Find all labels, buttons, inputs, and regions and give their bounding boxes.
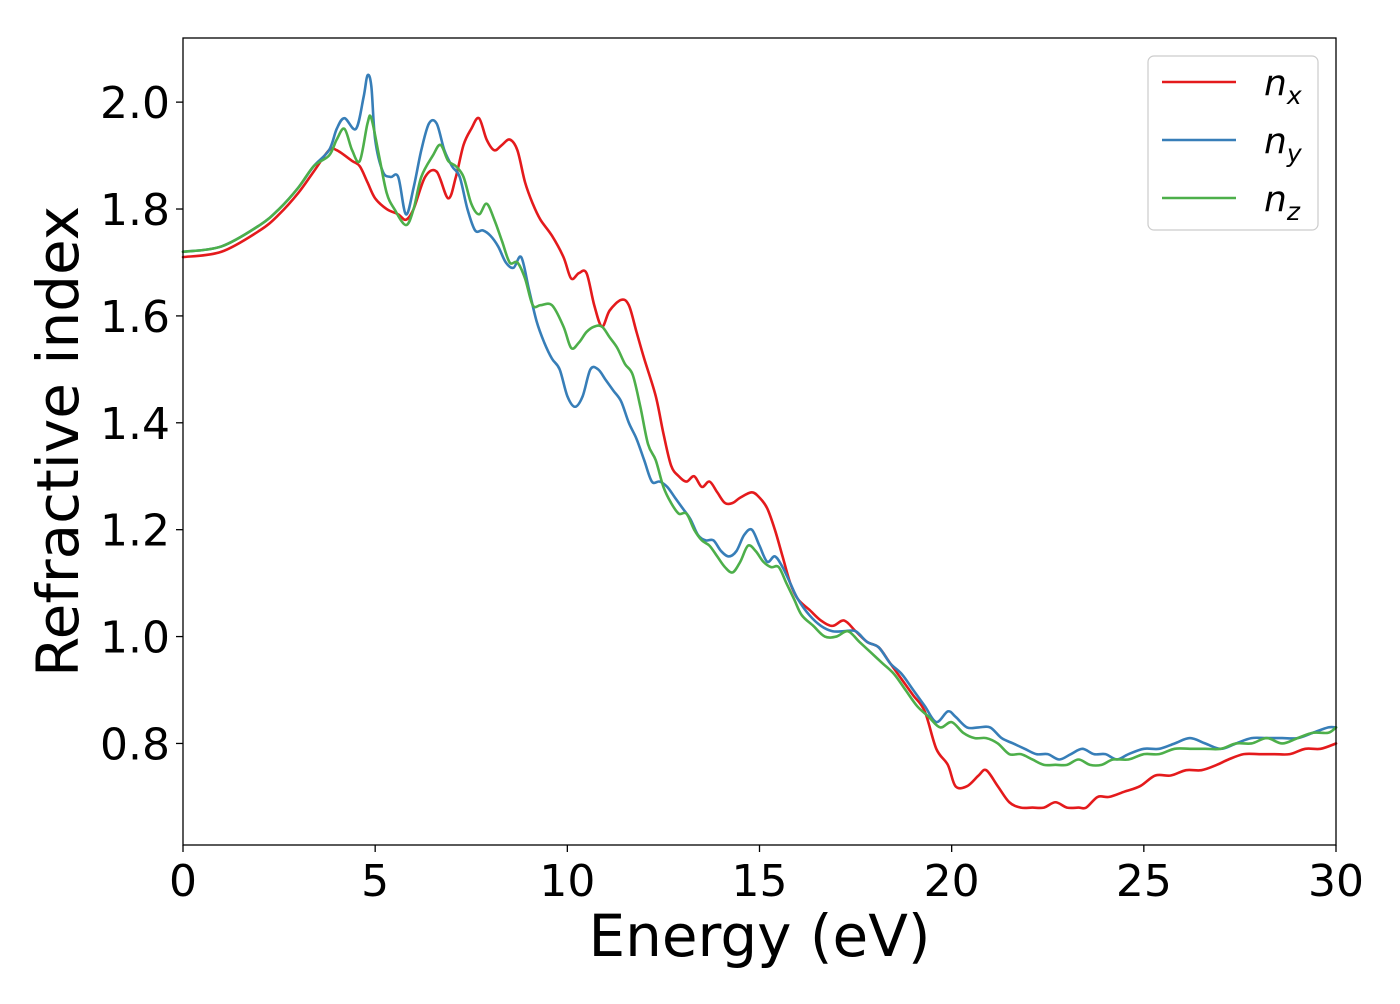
legend-label-subscript: z [1286,197,1301,226]
x-tick-label: 10 [539,856,595,907]
series-lines [181,73,1338,810]
x-tick-label: 20 [924,856,980,907]
y-tick-label: 1.8 [100,185,170,236]
series-line-nz [181,114,1338,767]
legend-label-base: n [1264,179,1287,220]
y-tick-label: 1.4 [100,399,170,450]
x-tick-label: 25 [1116,856,1172,907]
x-tick-label: 30 [1308,856,1364,907]
x-tick-label: 0 [169,856,197,907]
legend-label-subscript: y [1286,139,1303,168]
x-tick-label: 15 [732,856,788,907]
legend-label-base: n [1264,121,1287,162]
y-tick-label: 1.2 [100,506,170,557]
x-axis-label: Energy (eV) [588,902,930,970]
x-tick-label: 5 [361,856,389,907]
series-line-nx [181,116,1338,810]
y-tick-label: 2.0 [100,78,170,129]
y-tick-label: 1.6 [100,292,170,343]
y-tick-label: 0.8 [100,719,170,770]
y-axis-ticks: 0.8 1.0 1.2 1.4 1.6 1.8 2.0 [100,78,183,770]
legend-label-nz: nz [1264,179,1301,226]
legend-label-base: n [1264,63,1287,104]
legend-box [1147,55,1319,231]
legend-label-ny: ny [1264,121,1303,168]
legend-label-subscript: x [1286,81,1302,110]
y-axis-label: Refractive index [24,206,92,677]
x-axis-ticks: 0 5 10 15 20 25 30 [169,845,1364,907]
y-tick-label: 1.0 [100,613,170,664]
legend-label-nx: nx [1264,63,1302,110]
